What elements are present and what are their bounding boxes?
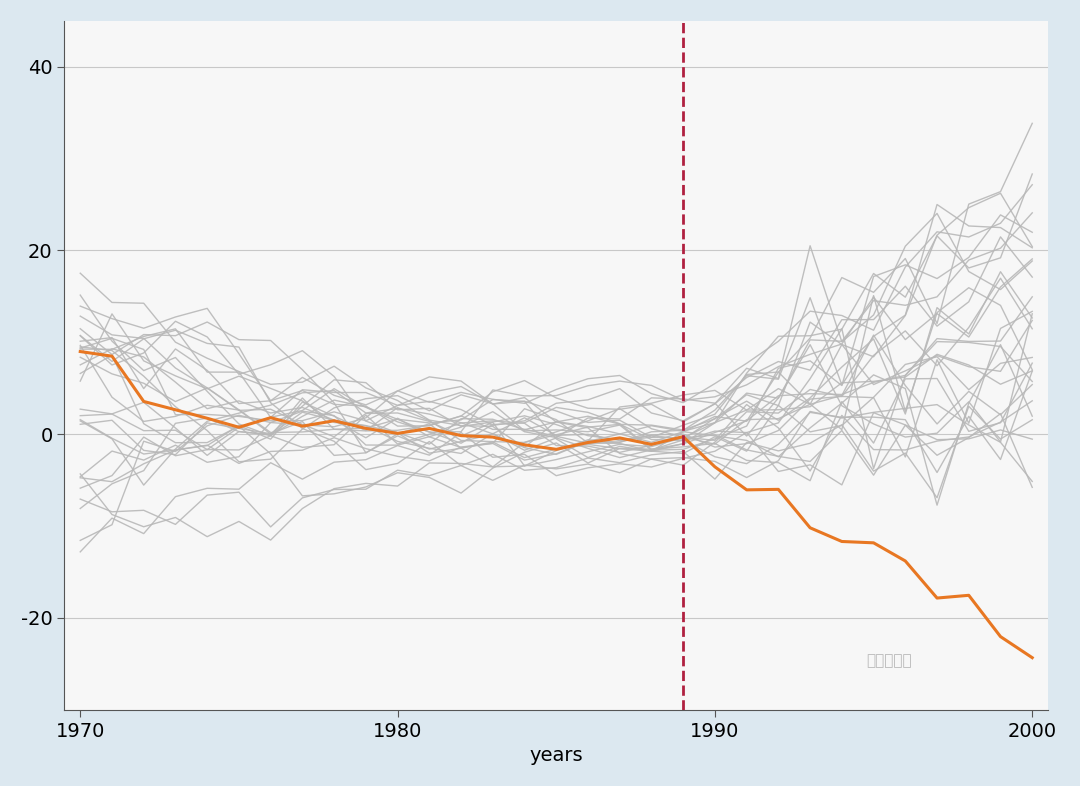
X-axis label: years: years — [529, 746, 583, 765]
Text: 计量经济圈: 计量经济圈 — [866, 653, 912, 668]
